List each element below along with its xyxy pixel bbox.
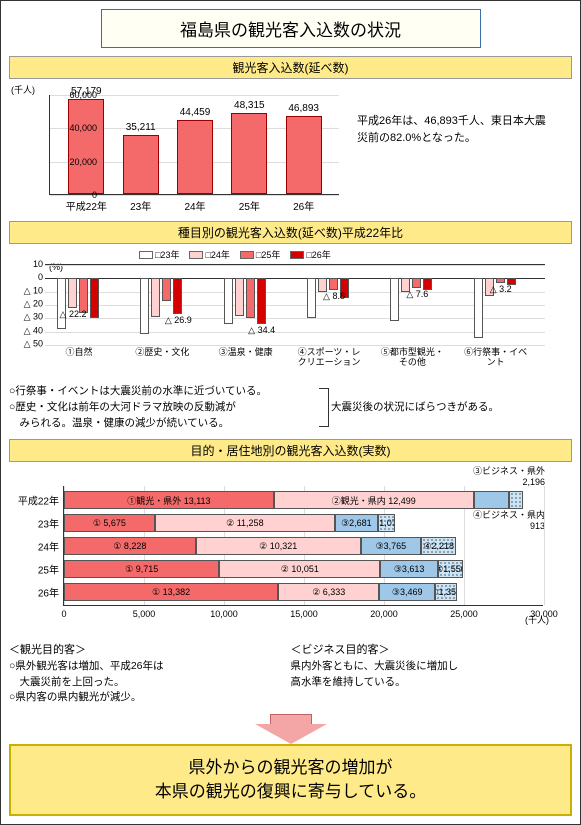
chart2-bar xyxy=(257,278,266,324)
chart2-bar xyxy=(173,278,182,314)
chart1-container: (千人) 57,179平成22年35,21123年44,45924年48,315… xyxy=(9,83,572,213)
chart2-bar xyxy=(307,278,316,318)
chart2-bar xyxy=(57,278,66,329)
section3-notes-left: ＜観光目的客＞ ○県外観光客は増加、平成26年は 大震災前を上回った。○県内客の… xyxy=(9,642,291,706)
section2-notes-right: 大震災後の状況にばらつきがある。 xyxy=(331,384,499,431)
chart3-row: ① 5,675② 11,258③2,681④1,077 xyxy=(64,514,395,532)
chart3-legend-tr: ③ビジネス・県外 2,196 xyxy=(473,466,545,488)
chart2-bar xyxy=(474,278,483,338)
arrow-stem xyxy=(270,714,312,724)
section3-notes: ＜観光目的客＞ ○県外観光客は増加、平成26年は 大震災前を上回った。○県内客の… xyxy=(9,642,572,706)
page-title-box: 福島県の観光客入込数の状況 xyxy=(101,9,481,48)
conclusion-line1: 県外からの観光客の増加が xyxy=(189,758,393,777)
chart2-bar xyxy=(224,278,233,323)
chart3-row: ①観光・県外 13,113②観光・県内 12,499 xyxy=(64,491,523,509)
chart2-bar xyxy=(151,278,160,317)
chart1-y-unit: (千人) xyxy=(11,83,35,96)
chart2: □23年□24年□25年□26年 (%) △ 22.2①自然△ 26.9②歴史・… xyxy=(9,248,549,378)
conclusion-line2: 本県の観光の復興に寄与している。 xyxy=(155,782,427,801)
section3-notes-right: ＜ビジネス目的客＞ 県内外客ともに、大震災後に増加し高水準を維持している。 xyxy=(291,642,573,706)
chart1-bar xyxy=(68,99,104,194)
chart2-bar xyxy=(412,278,421,288)
chart1-plot: 57,179平成22年35,21123年44,45924年48,31525年46… xyxy=(49,95,339,195)
arrow-down-icon xyxy=(255,724,327,744)
chart2-legend: □23年□24年□25年□26年 xyxy=(139,248,331,261)
bracket-icon xyxy=(319,388,329,427)
chart2-bar xyxy=(318,278,327,291)
conclusion-box: 県外からの観光客の増加が 本県の観光の復興に寄与している。 xyxy=(9,744,572,816)
chart1-note: 平成26年は、46,893千人、東日本大震災前の82.0%となった。 xyxy=(357,83,547,213)
chart3: ③ビジネス・県外 2,196 ④ビジネス・県内 913 05,00010,000… xyxy=(9,466,549,636)
section3-header: 目的・居住地別の観光客入込数(実数) xyxy=(9,439,572,462)
chart2-plot: △ 22.2①自然△ 26.9②歴史・文化△ 34.4③温泉・健康△ 8.8④ス… xyxy=(45,264,545,344)
chart2-bar xyxy=(235,278,244,315)
chart2-bar xyxy=(496,278,505,282)
chart3-row: ① 9,715② 10,051③3,613④1,556 xyxy=(64,560,463,578)
section2-header: 種目別の観光客入込数(延べ数)平成22年比 xyxy=(9,221,572,244)
page: 福島県の観光客入込数の状況 観光客入込数(延べ数) (千人) 57,179平成2… xyxy=(0,0,581,825)
chart3-row: ① 8,228② 10,321③3,765④2,218 xyxy=(64,537,456,555)
section2-notes-left: ○行祭事・イベントは大震災前の水準に近づいている。○歴史・文化は前年の大河ドラマ… xyxy=(9,384,319,431)
chart3-unit: (千人) xyxy=(525,613,549,626)
chart2-bar xyxy=(140,278,149,334)
chart2-bar xyxy=(68,278,77,308)
chart2-bar xyxy=(79,278,88,313)
chart1-bar xyxy=(123,135,159,194)
chart1: (千人) 57,179平成22年35,21123年44,45924年48,315… xyxy=(9,83,349,213)
chart1-bar xyxy=(231,113,267,194)
chart3-row: ① 13,382② 6,333③3,469④1,354 xyxy=(64,583,457,601)
chart2-bar xyxy=(162,278,171,301)
chart2-bar xyxy=(329,278,338,290)
chart2-bar xyxy=(390,278,399,321)
chart2-bar xyxy=(90,278,99,318)
page-title: 福島県の観光客入込数の状況 xyxy=(180,21,401,40)
section2-notes: ○行祭事・イベントは大震災前の水準に近づいている。○歴史・文化は前年の大河ドラマ… xyxy=(9,384,572,431)
chart1-bar xyxy=(177,120,213,194)
chart2-bar xyxy=(246,278,255,318)
chart3-plot: 05,00010,00015,00020,00025,00030,000①観光・… xyxy=(63,486,543,606)
section1-header: 観光客入込数(延べ数) xyxy=(9,56,572,79)
chart1-bar xyxy=(286,116,322,194)
chart3-container: ③ビジネス・県外 2,196 ④ビジネス・県内 913 05,00010,000… xyxy=(9,466,572,636)
chart2-container: □23年□24年□25年□26年 (%) △ 22.2①自然△ 26.9②歴史・… xyxy=(9,248,572,378)
